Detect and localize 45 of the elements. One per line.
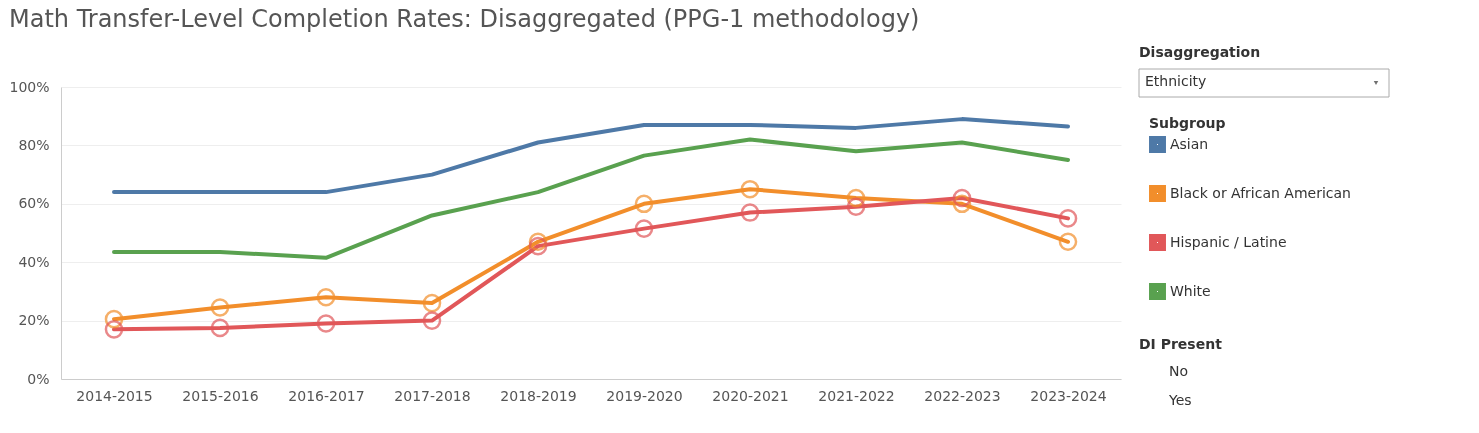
x-tick-label: 2023-2024 — [1030, 387, 1107, 404]
point — [634, 194, 654, 214]
point — [1058, 209, 1078, 228]
text: No — [1169, 363, 1189, 379]
point — [1058, 232, 1078, 252]
y-tick-label: 0% — [27, 370, 50, 387]
legend-label: White — [1170, 282, 1211, 299]
x-tick-label: 2017-2018 — [394, 387, 471, 404]
point — [952, 188, 972, 208]
point — [316, 287, 336, 307]
y-tick-label: 40% — [18, 253, 50, 270]
y-tick-label: 100% — [9, 78, 50, 95]
text: Disaggregation — [1139, 44, 1261, 60]
x-tick-label: 2021-2022 — [818, 387, 895, 404]
x-tick-label: 2020-2021 — [712, 387, 789, 404]
point — [104, 320, 124, 339]
y-tick-label: 20% — [18, 312, 50, 329]
legend-label: Hispanic / Latine — [1170, 233, 1287, 250]
chart-title: Math Transfer-Level Completion Rates: Disaggregated (PPG-1 methodology) — [8, 5, 920, 33]
y-tick-label: 80% — [18, 136, 50, 153]
line-series — [112, 117, 1070, 195]
text: Ethnicity — [1145, 73, 1207, 89]
point — [422, 311, 442, 330]
point — [740, 179, 760, 199]
point — [316, 314, 336, 333]
point — [210, 298, 230, 317]
point — [422, 293, 442, 313]
legend-label: Black or African American — [1170, 184, 1351, 201]
point — [210, 318, 230, 338]
legend-title: Subgroup — [1149, 115, 1226, 131]
x-tick-label: 2019-2020 — [606, 387, 683, 404]
point — [846, 188, 866, 208]
line-series — [112, 137, 1070, 260]
y-tick-label: 60% — [18, 195, 50, 212]
x-tick-label: 2022-2023 — [924, 387, 1001, 404]
point — [846, 197, 866, 217]
point — [634, 219, 654, 238]
legend-label: Asian — [1170, 135, 1209, 152]
x-tick-label: 2018-2019 — [500, 387, 577, 404]
x-tick-label: 2014-2015 — [76, 387, 153, 404]
text: DI Present — [1139, 336, 1223, 352]
point — [740, 203, 760, 222]
x-tick-label: 2015-2016 — [182, 387, 259, 404]
text: Yes — [1168, 392, 1192, 408]
x-tick-label: 2016-2017 — [288, 387, 365, 404]
